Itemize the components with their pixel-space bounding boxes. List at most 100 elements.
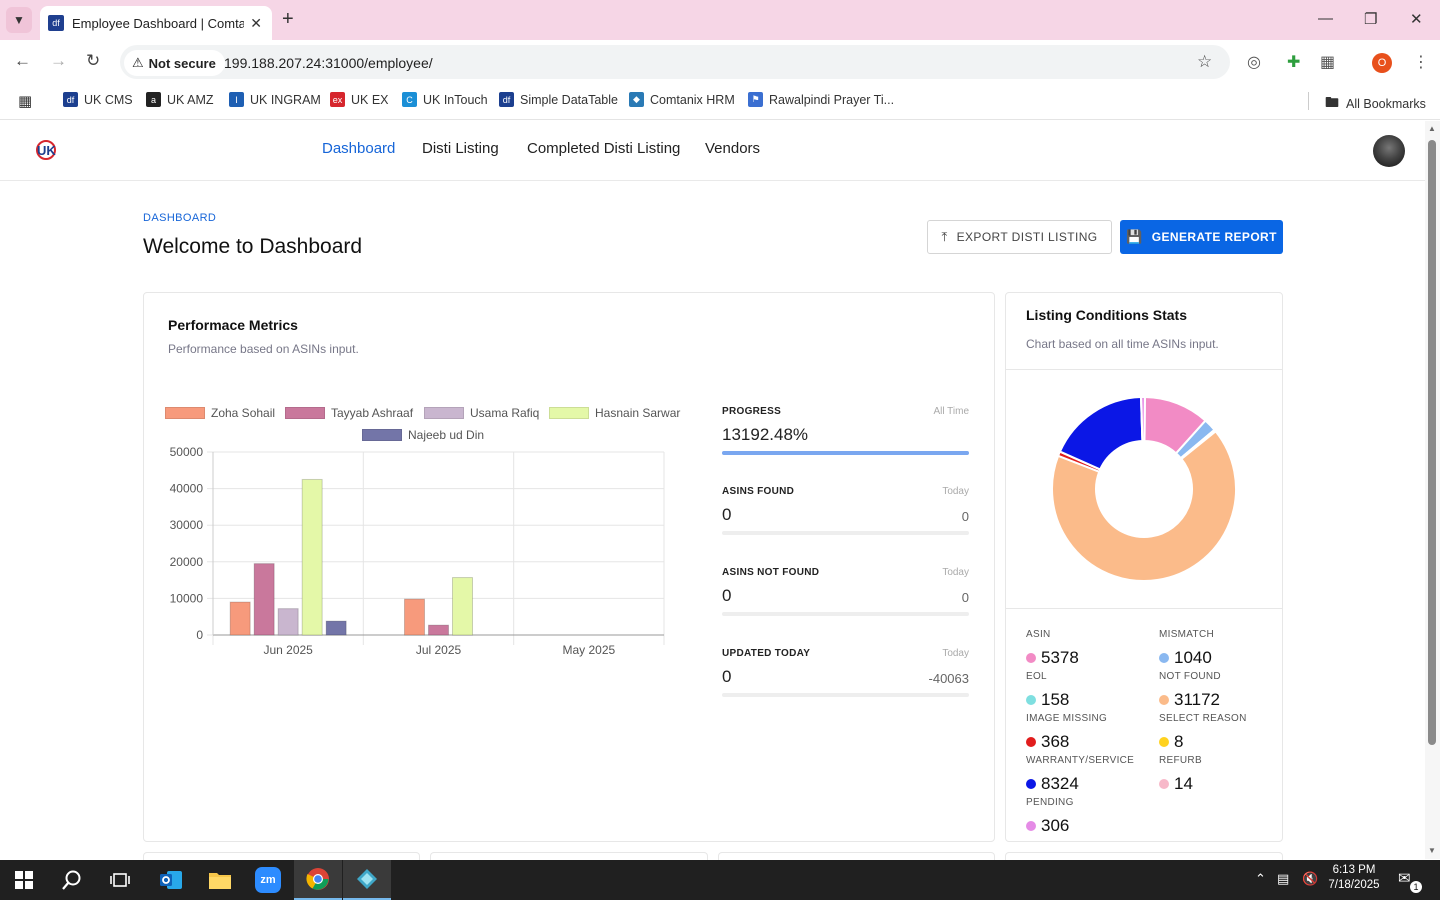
- legend-label: Zoha Sohail: [211, 406, 276, 420]
- legend-usama-rafiq[interactable]: Usama Rafiq: [424, 406, 539, 420]
- lower-card: [430, 852, 708, 862]
- stat-label: EOL: [1026, 671, 1047, 682]
- stat-number: 8: [1174, 732, 1184, 751]
- tray-chevron-icon[interactable]: ⌃: [1255, 871, 1266, 886]
- window-close-button[interactable]: ✕: [1410, 11, 1423, 28]
- notifications-icon[interactable]: ✉: [1398, 870, 1411, 887]
- tab-search-button[interactable]: ▼: [6, 7, 32, 33]
- minimize-button[interactable]: —: [1318, 10, 1333, 27]
- legend-label: Najeeb ud Din: [408, 428, 485, 442]
- search-icon[interactable]: [48, 860, 96, 900]
- bookmark-label: UK AMZ: [167, 92, 214, 107]
- network-icon[interactable]: ▤: [1277, 871, 1290, 886]
- legend-tayyab-ashraaf[interactable]: Tayyab Ashraaf: [285, 406, 413, 420]
- stat-value: 31172: [1159, 690, 1220, 710]
- bookmarks-divider: [1308, 92, 1309, 110]
- generate-label: GENERATE REPORT: [1151, 230, 1277, 244]
- stat-number: 306: [1041, 816, 1070, 835]
- volume-muted-icon[interactable]: 🔇: [1302, 871, 1319, 886]
- browser-tab[interactable]: df Employee Dashboard | Comtanix ✕: [40, 6, 272, 40]
- security-chip[interactable]: ⚠ Not secure: [124, 50, 225, 76]
- back-arrow-icon[interactable]: ←: [14, 51, 31, 70]
- stat-color-dot: [1026, 737, 1036, 747]
- legend-najeeb-ud-din[interactable]: Najeeb ud Din: [362, 428, 484, 442]
- reload-icon[interactable]: ↻: [86, 51, 101, 70]
- nav-disti-listing[interactable]: Disti Listing: [422, 140, 499, 157]
- bookmark-item[interactable]: ⚑ Rawalpindi Prayer Ti...: [748, 92, 894, 107]
- bookmark-item[interactable]: a UK AMZ: [146, 92, 214, 107]
- scrollbar-thumb[interactable]: [1428, 140, 1436, 745]
- forward-arrow-icon[interactable]: →: [50, 51, 67, 70]
- bookmark-item[interactable]: df Simple DataTable: [499, 92, 618, 107]
- bookmark-label: UK INGRAM: [250, 92, 321, 107]
- stat-number: 1040: [1174, 648, 1212, 667]
- task-view-icon[interactable]: [96, 860, 144, 900]
- url-text[interactable]: 199.188.207.24:31000/employee/: [224, 55, 433, 71]
- metric-label: ASINS FOUND: [722, 486, 795, 497]
- profile-avatar[interactable]: O: [1372, 53, 1392, 73]
- lower-card: [143, 852, 420, 862]
- metric-progress-track: [722, 693, 969, 697]
- browser-menu-icon[interactable]: ⋮: [1413, 54, 1429, 71]
- outlook-icon[interactable]: [147, 860, 195, 900]
- stat-number: 8324: [1041, 774, 1079, 793]
- metric-period: All Time: [933, 406, 969, 417]
- svg-text:UK: UK: [37, 143, 56, 158]
- stat-color-dot: [1026, 653, 1036, 663]
- new-tab-button[interactable]: +: [282, 8, 294, 30]
- user-avatar[interactable]: [1373, 135, 1405, 167]
- chrome-icon[interactable]: [294, 860, 342, 900]
- generate-report-button[interactable]: 💾 GENERATE REPORT: [1120, 220, 1283, 254]
- bookmark-item[interactable]: C UK InTouch: [402, 92, 488, 107]
- donut-slice-pending[interactable]: [1140, 396, 1146, 443]
- bookmark-item[interactable]: df UK CMS: [63, 92, 133, 107]
- apps-grid-icon[interactable]: ▦: [18, 93, 33, 110]
- file-explorer-icon[interactable]: [196, 860, 244, 900]
- start-windows-icon[interactable]: [0, 860, 48, 900]
- translate-globe-icon[interactable]: ◎: [1247, 54, 1261, 71]
- legend-swatch: [285, 407, 325, 419]
- performance-bar-chart: 0 10000 20000 30000 40000 50000 Jun 2025 Jul 20…: [170, 445, 665, 657]
- nav-vendors[interactable]: Vendors: [705, 140, 761, 157]
- nav-dashboard[interactable]: Dashboard: [322, 140, 396, 157]
- tab-close-icon[interactable]: ✕: [250, 14, 262, 31]
- bookmark-item[interactable]: I UK INGRAM: [229, 92, 321, 107]
- stat-label: IMAGE MISSING: [1026, 713, 1108, 724]
- metric-label: UPDATED TODAY: [722, 648, 811, 659]
- bookmark-star-icon[interactable]: ☆: [1197, 52, 1213, 71]
- x-tick-label: Jun 2025: [263, 643, 313, 657]
- nav-completed-disti-listing[interactable]: Completed Disti Listing: [527, 140, 681, 157]
- scroll-down-icon[interactable]: ▼: [1428, 846, 1436, 855]
- metric-progress-track: [722, 531, 969, 535]
- all-bookmarks[interactable]: 🖿 All Bookmarks: [1325, 92, 1426, 116]
- clock[interactable]: 6:13 PM 7/18/2025: [1322, 864, 1386, 891]
- donut-slice-not-found[interactable]: [1051, 429, 1237, 582]
- stat-value: 368: [1026, 732, 1069, 752]
- app-header: [0, 121, 1425, 181]
- export-disti-listing-button[interactable]: ⤒ EXPORT DISTI LISTING: [927, 220, 1112, 254]
- y-tick-label: 30000: [170, 518, 204, 532]
- bookmark-label: Simple DataTable: [520, 92, 618, 107]
- bookmark-item[interactable]: ◆ Comtanix HRM: [629, 92, 735, 107]
- app-diamond-icon[interactable]: [343, 860, 391, 900]
- bookmark-item[interactable]: ex UK EX: [330, 92, 389, 107]
- extensions-puzzle-icon[interactable]: ▦: [1320, 54, 1336, 71]
- bookmark-favicon-icon: ◆: [629, 92, 644, 107]
- lower-card: [718, 852, 995, 862]
- uk-logo[interactable]: UK: [33, 139, 57, 161]
- extension-plus-icon[interactable]: ✚: [1287, 54, 1301, 71]
- zoom-icon[interactable]: zm: [244, 860, 292, 900]
- breadcrumb[interactable]: DASHBOARD: [143, 212, 217, 224]
- scroll-up-icon[interactable]: ▲: [1428, 124, 1436, 133]
- bookmark-label: UK EX: [351, 92, 389, 107]
- metric-delta: 0: [961, 590, 969, 605]
- legend-swatch: [362, 429, 402, 441]
- legend-hasnain-sarwar[interactable]: Hasnain Sarwar: [549, 406, 680, 420]
- restore-button[interactable]: ❐: [1364, 11, 1378, 28]
- performance-card: [143, 292, 995, 842]
- stat-value: 8: [1159, 732, 1183, 752]
- lower-card: [1005, 852, 1283, 862]
- address-bar[interactable]: [120, 45, 1230, 79]
- stat-number: 368: [1041, 732, 1070, 751]
- legend-zoha-sohail[interactable]: Zoha Sohail: [165, 406, 275, 420]
